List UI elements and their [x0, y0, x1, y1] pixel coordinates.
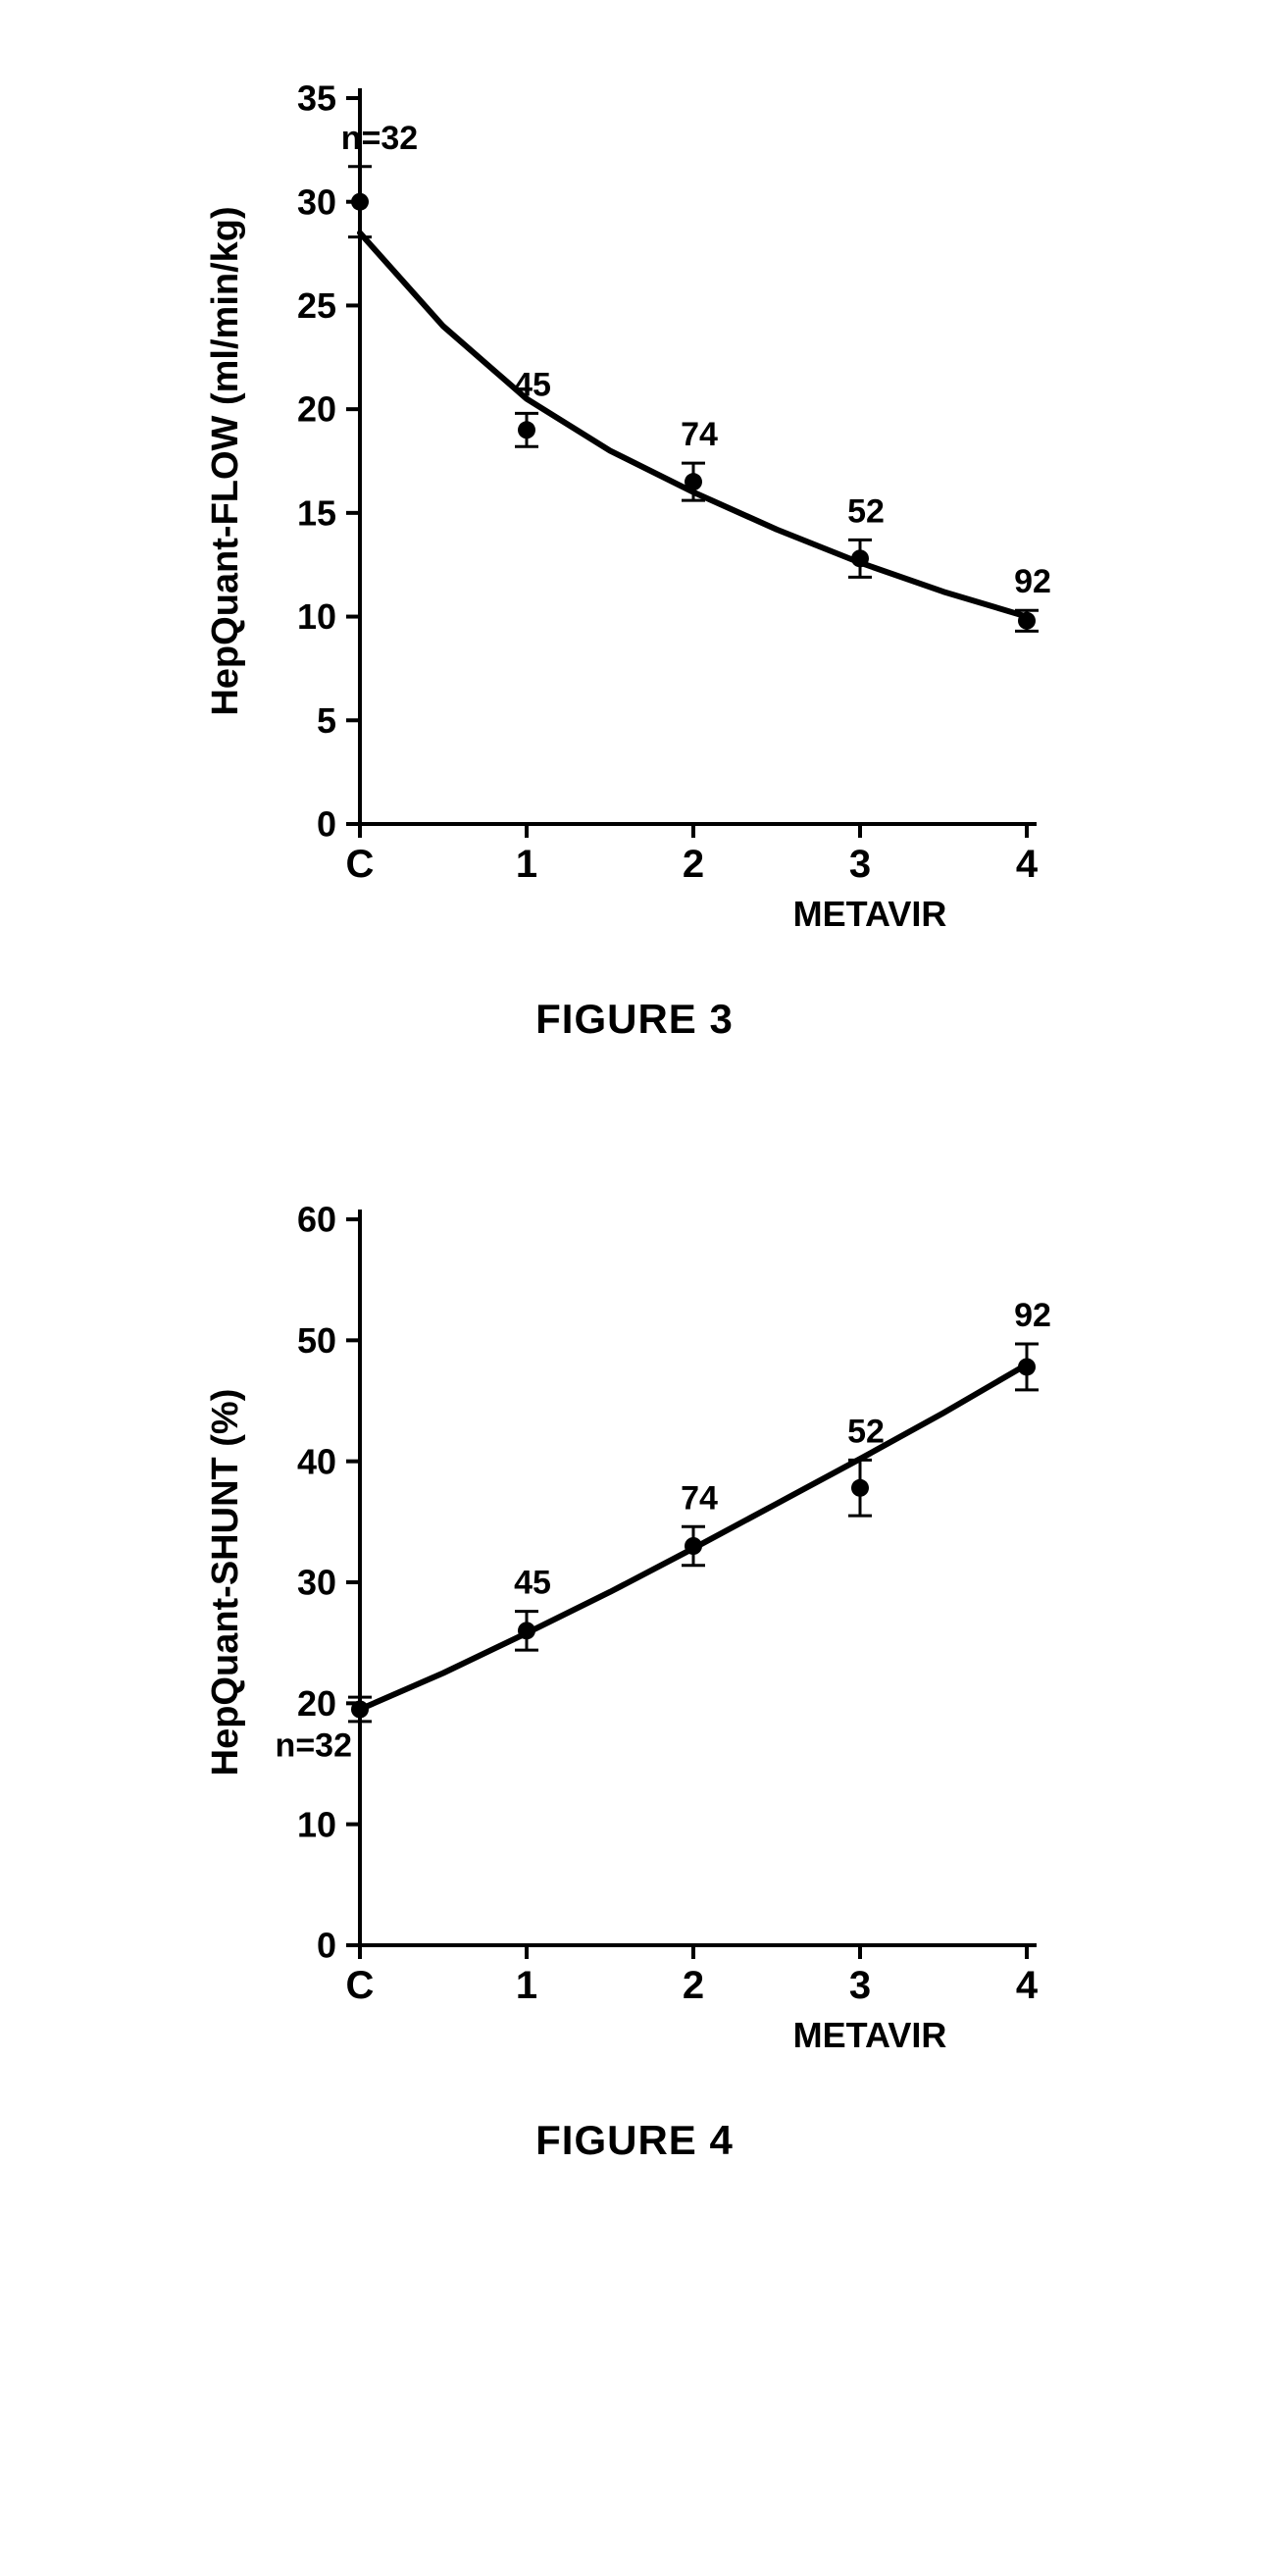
svg-text:52: 52: [847, 1413, 885, 1450]
figure-3-container: 0 5 10 15 20 25 30 35 C 1 2 3 4 METAVIR HepQuant-FLOW …: [0, 39, 1269, 1043]
svg-text:15: 15: [297, 492, 336, 533]
svg-text:10: 10: [297, 596, 336, 637]
svg-text:20: 20: [297, 389, 336, 430]
svg-text:METAVIR: METAVIR: [793, 2015, 947, 2055]
svg-text:60: 60: [297, 1200, 336, 1240]
svg-text:20: 20: [297, 1683, 336, 1724]
svg-text:25: 25: [297, 285, 336, 326]
figure-3-label: FIGURE 3: [535, 996, 734, 1043]
svg-text:0: 0: [317, 1926, 336, 1966]
figure-4-chart: 0 10 20 30 40 50 60 C 1 2 3 4 METAVIR HepQuant-SHUNT …: [193, 1160, 1076, 2097]
svg-text:5: 5: [317, 700, 336, 741]
svg-text:74: 74: [681, 416, 718, 453]
svg-text:HepQuant-SHUNT (%): HepQuant-SHUNT (%): [205, 1389, 246, 1777]
svg-text:METAVIR: METAVIR: [793, 894, 947, 934]
svg-text:4: 4: [1016, 1964, 1039, 2007]
figure-4-container: 0 10 20 30 40 50 60 C 1 2 3 4 METAVIR HepQuant-SHUNT …: [0, 1160, 1269, 2164]
svg-text:10: 10: [297, 1804, 336, 1844]
svg-text:0: 0: [317, 804, 336, 845]
svg-text:n=32: n=32: [276, 1727, 352, 1765]
figure-4-svg: 0 10 20 30 40 50 60 C 1 2 3 4 METAVIR HepQuant-SHUNT …: [193, 1160, 1076, 2092]
svg-text:4: 4: [1016, 843, 1039, 886]
svg-text:3: 3: [849, 1964, 871, 2007]
svg-text:92: 92: [1014, 563, 1051, 600]
svg-text:30: 30: [297, 181, 336, 222]
svg-text:1: 1: [516, 843, 537, 886]
svg-text:74: 74: [681, 1479, 718, 1517]
figure-4-label: FIGURE 4: [535, 2117, 734, 2164]
svg-text:3: 3: [849, 843, 871, 886]
svg-text:92: 92: [1014, 1297, 1051, 1334]
svg-text:HepQuant-FLOW (ml/min/kg): HepQuant-FLOW (ml/min/kg): [205, 206, 246, 715]
svg-text:40: 40: [297, 1441, 336, 1481]
figure-3-chart: 0 5 10 15 20 25 30 35 C 1 2 3 4 METAVIR HepQuant-FLOW …: [193, 39, 1076, 976]
svg-text:C: C: [346, 1964, 375, 2007]
figure-3-svg: 0 5 10 15 20 25 30 35 C 1 2 3 4 METAVIR HepQuant-FLOW …: [193, 39, 1076, 971]
svg-text:n=32: n=32: [341, 120, 418, 157]
svg-text:2: 2: [683, 1964, 704, 2007]
svg-text:50: 50: [297, 1320, 336, 1361]
svg-text:45: 45: [514, 1565, 551, 1602]
svg-text:35: 35: [297, 78, 336, 119]
svg-text:1: 1: [516, 1964, 537, 2007]
svg-text:30: 30: [297, 1563, 336, 1603]
svg-text:52: 52: [847, 492, 885, 530]
svg-text:2: 2: [683, 843, 704, 886]
svg-text:C: C: [346, 843, 375, 886]
svg-text:45: 45: [514, 366, 551, 403]
